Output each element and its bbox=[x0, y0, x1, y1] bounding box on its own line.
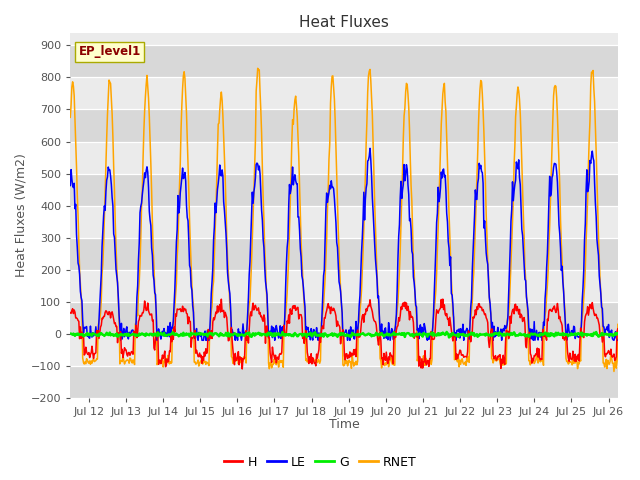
Bar bbox=[70, 270, 618, 302]
Bar bbox=[70, 238, 618, 270]
Legend: H, LE, G, RNET: H, LE, G, RNET bbox=[219, 451, 421, 474]
Bar bbox=[70, 205, 618, 238]
Bar bbox=[70, 366, 618, 398]
Y-axis label: Heat Fluxes (W/m2): Heat Fluxes (W/m2) bbox=[15, 153, 28, 277]
Bar bbox=[70, 334, 618, 366]
Bar bbox=[70, 174, 618, 205]
Title: Heat Fluxes: Heat Fluxes bbox=[299, 15, 389, 30]
Text: EP_level1: EP_level1 bbox=[79, 45, 141, 59]
Bar bbox=[70, 302, 618, 334]
X-axis label: Time: Time bbox=[329, 419, 360, 432]
Bar bbox=[70, 142, 618, 174]
Bar bbox=[70, 109, 618, 142]
Bar bbox=[70, 46, 618, 77]
Bar bbox=[70, 77, 618, 109]
